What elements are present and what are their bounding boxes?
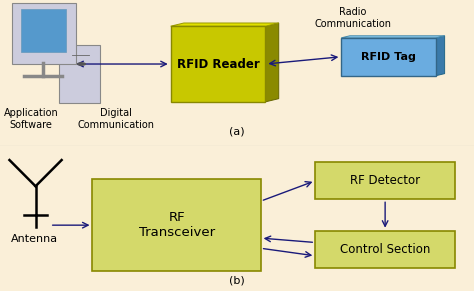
Polygon shape xyxy=(265,23,279,102)
Text: Antenna: Antenna xyxy=(10,234,58,244)
FancyBboxPatch shape xyxy=(341,38,436,76)
Text: Application
Software: Application Software xyxy=(3,109,58,130)
Text: (a): (a) xyxy=(229,127,245,137)
Text: RF Detector: RF Detector xyxy=(350,174,420,187)
Polygon shape xyxy=(341,36,445,38)
Text: Radio
Communication: Radio Communication xyxy=(315,7,392,29)
Text: RF
Transceiver: RF Transceiver xyxy=(138,211,215,239)
Text: Digital
Communication: Digital Communication xyxy=(78,109,155,130)
FancyBboxPatch shape xyxy=(315,230,455,268)
Polygon shape xyxy=(171,23,279,26)
Polygon shape xyxy=(436,36,445,76)
FancyBboxPatch shape xyxy=(315,162,455,199)
FancyBboxPatch shape xyxy=(12,3,76,64)
Text: RFID Reader: RFID Reader xyxy=(177,58,259,70)
FancyBboxPatch shape xyxy=(92,179,261,271)
FancyBboxPatch shape xyxy=(21,9,66,52)
FancyBboxPatch shape xyxy=(59,45,100,103)
FancyBboxPatch shape xyxy=(171,26,265,102)
Text: (b): (b) xyxy=(229,275,245,285)
Text: RFID Tag: RFID Tag xyxy=(361,52,416,62)
Text: Control Section: Control Section xyxy=(340,243,430,256)
Circle shape xyxy=(78,63,85,65)
